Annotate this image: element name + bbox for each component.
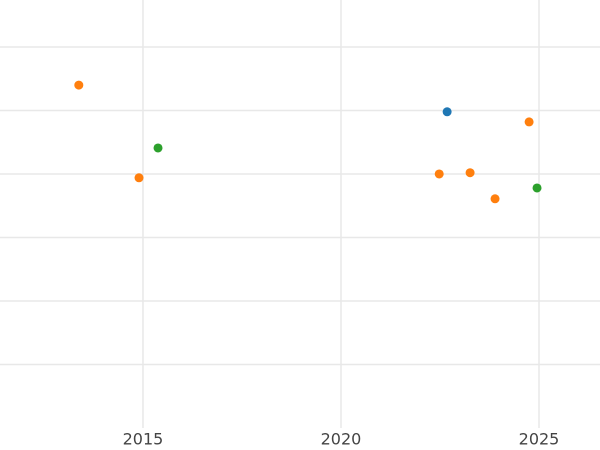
point (524, 117, 534, 127)
x-tick-label: 2020 (321, 430, 362, 449)
point (465, 168, 475, 178)
point (532, 183, 542, 193)
point (74, 80, 84, 90)
point (442, 107, 452, 117)
x-tick-label: 2025 (519, 430, 560, 449)
point (134, 173, 144, 183)
point (490, 194, 500, 204)
x-tick-label: 2015 (123, 430, 164, 449)
point (153, 143, 163, 153)
point (434, 169, 444, 179)
